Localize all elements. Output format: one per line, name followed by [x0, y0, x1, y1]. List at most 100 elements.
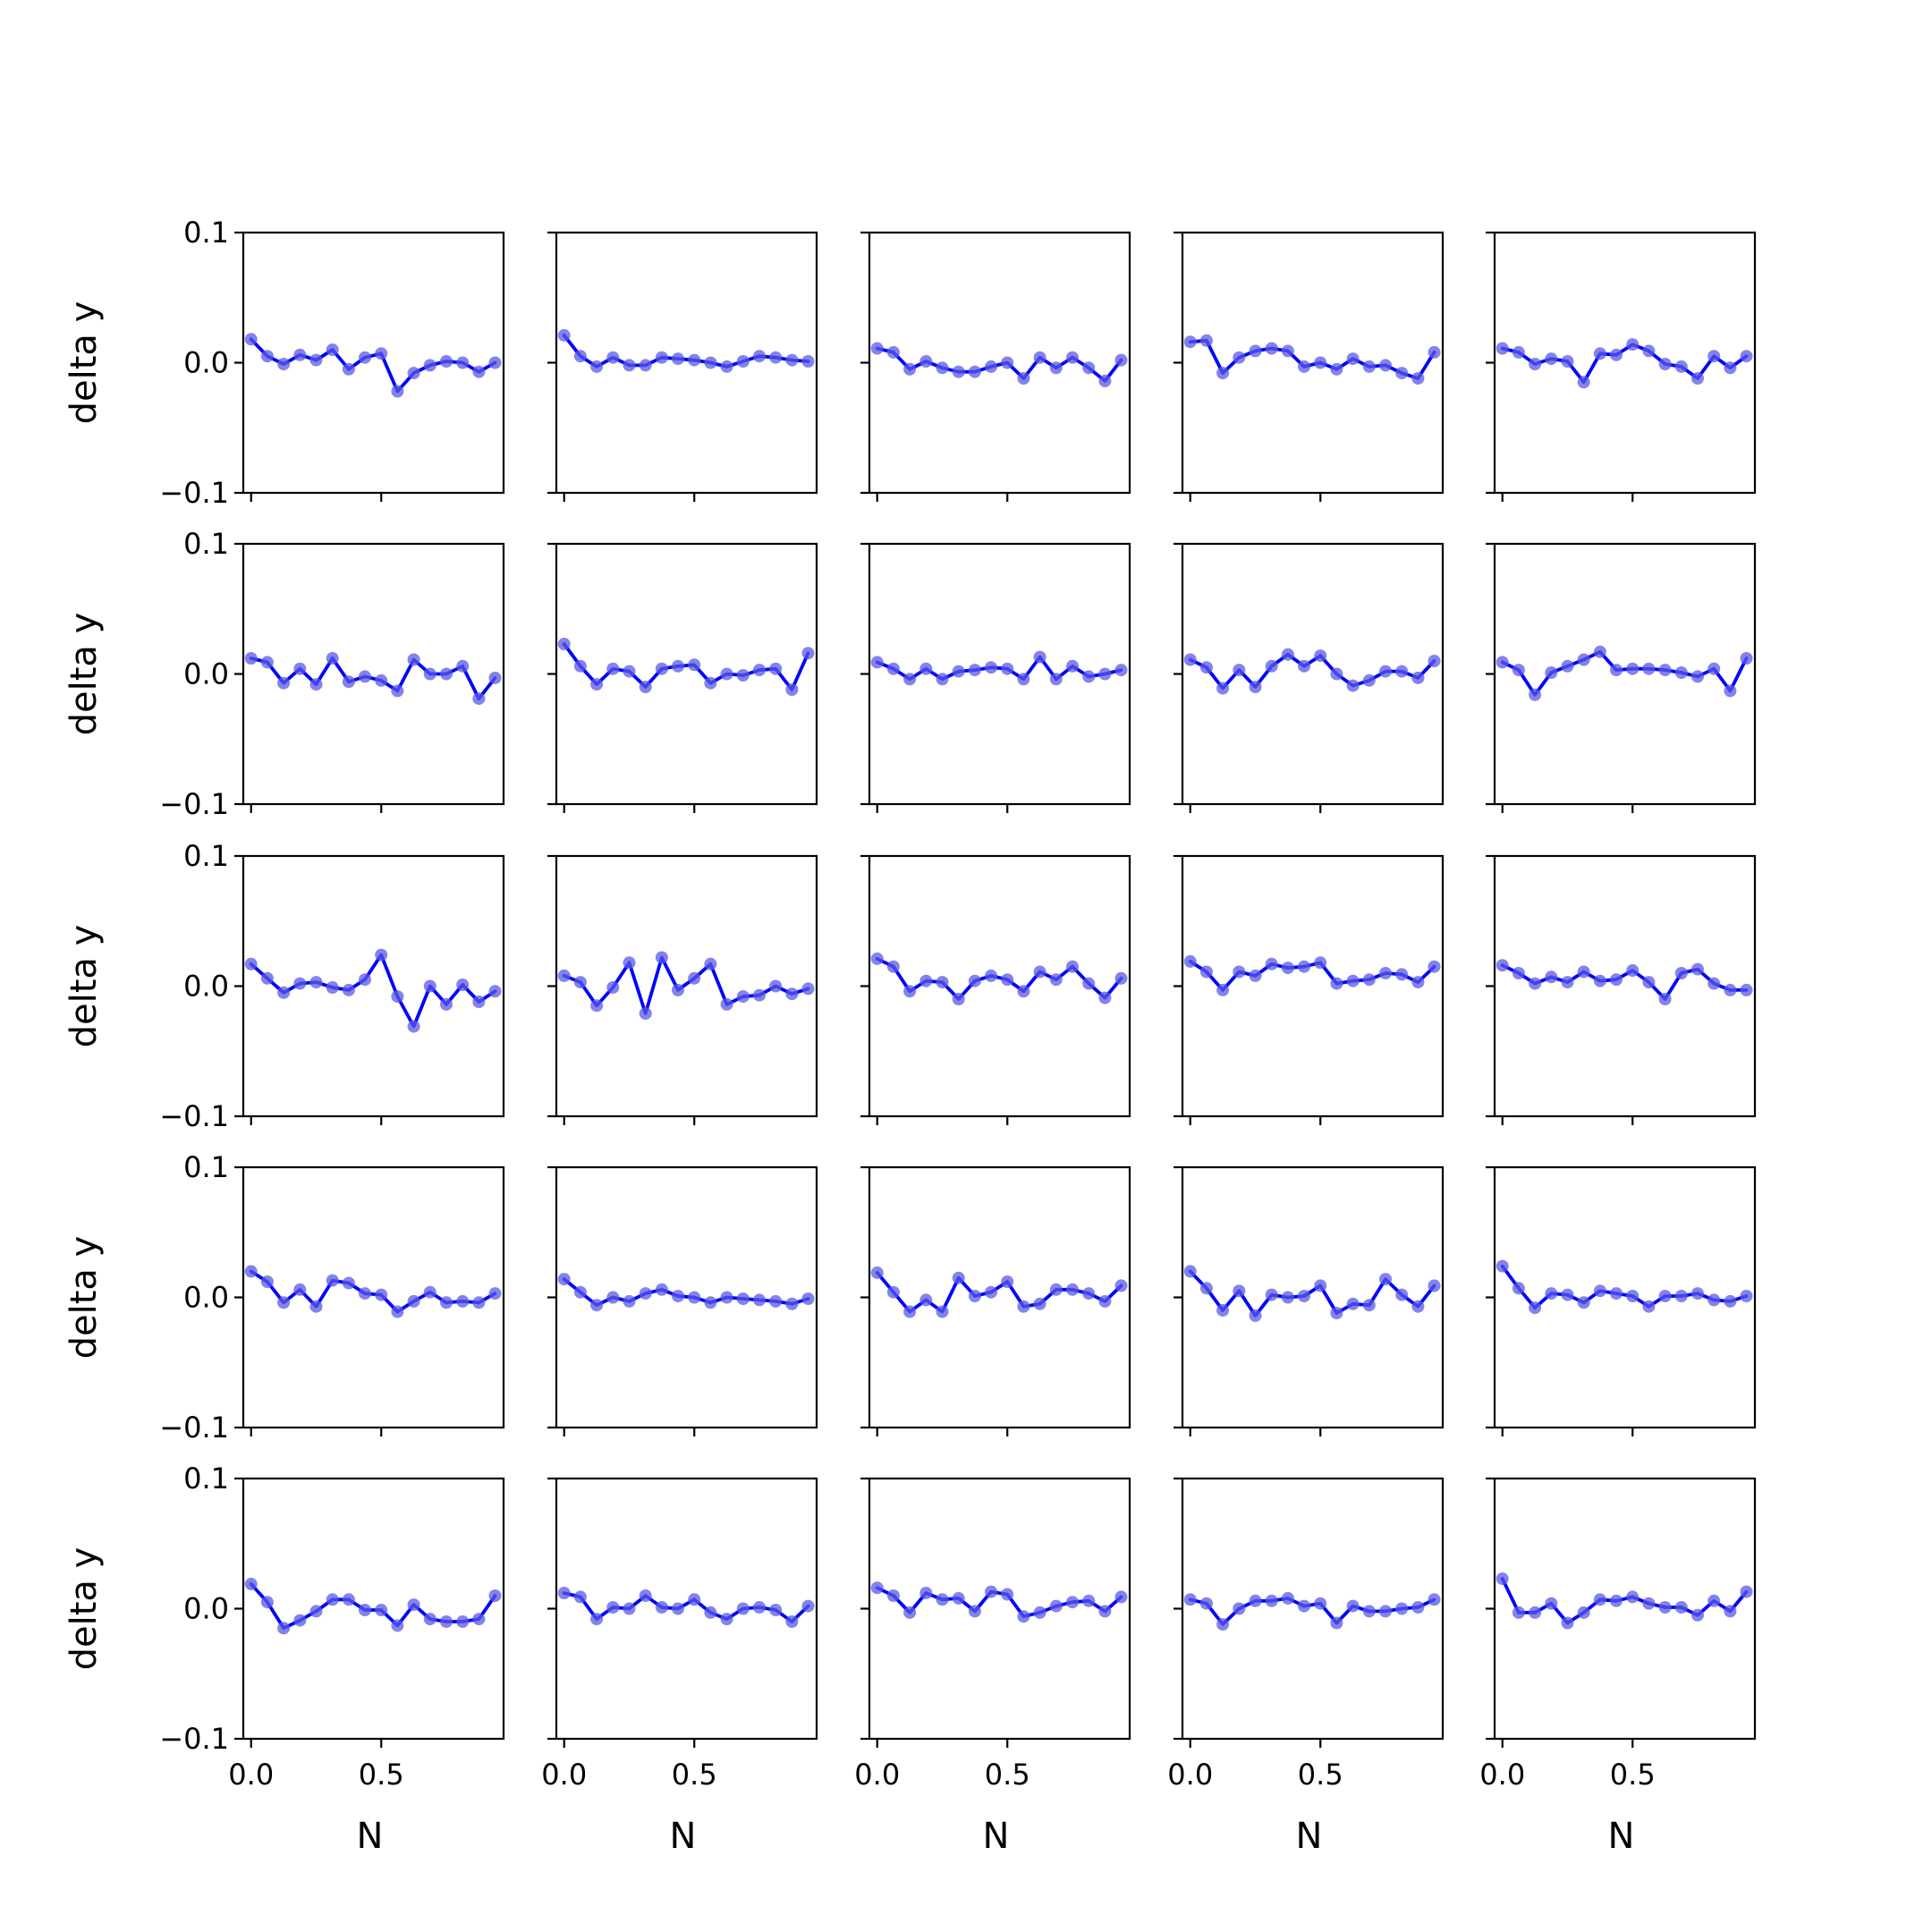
data-point: [1411, 1601, 1425, 1614]
panel-r2-c5: [1486, 542, 1757, 813]
y-axis-label: delta y: [64, 613, 105, 736]
data-point: [688, 1593, 701, 1606]
data-point: [277, 986, 291, 999]
series-line: [1500, 1577, 1749, 1625]
data-point: [260, 656, 274, 669]
data-point: [1082, 670, 1096, 683]
data-point: [688, 353, 701, 367]
data-point: [277, 676, 291, 690]
data-point: [1346, 352, 1360, 366]
data-point: [293, 977, 307, 990]
data-point: [573, 976, 587, 989]
data-point: [1362, 674, 1376, 687]
data-point: [606, 981, 620, 994]
data-point: [1707, 350, 1721, 363]
data-point: [573, 1285, 587, 1299]
x-tick-label: 0.5: [1610, 1758, 1656, 1792]
data-point: [293, 1614, 307, 1627]
data-point: [557, 1587, 571, 1599]
data-point: [1249, 344, 1262, 358]
data-point: [1049, 1283, 1063, 1296]
y-tick-label: 0.1: [183, 216, 229, 250]
data-point: [769, 351, 783, 364]
data-point: [1362, 1299, 1376, 1312]
data-point: [423, 359, 436, 372]
panel-r2-c2: [547, 542, 818, 813]
data-point: [919, 662, 933, 675]
data-point: [1395, 968, 1409, 981]
x-axis-label: N: [357, 1816, 384, 1857]
data-point: [1066, 1596, 1079, 1609]
data-point: [1658, 1601, 1672, 1614]
data-point: [573, 350, 587, 363]
panel-r5-c2: 0.0 0.5 N: [541, 1477, 818, 1857]
data-point: [1183, 954, 1197, 968]
data-point: [1512, 1606, 1525, 1619]
data-point: [1298, 960, 1310, 973]
x-tick-label: 0.5: [359, 1758, 404, 1792]
data-point: [623, 956, 636, 970]
data-point: [606, 662, 620, 675]
data-point: [903, 673, 917, 686]
data-point: [985, 661, 997, 674]
data-point: [472, 365, 486, 378]
series-line: [1188, 652, 1436, 691]
data-point: [606, 351, 620, 364]
data-point: [1330, 362, 1343, 376]
data-point: [785, 683, 799, 696]
data-point: [391, 385, 404, 398]
data-point: [1707, 662, 1721, 675]
data-point: [1362, 973, 1376, 987]
data-point: [655, 351, 668, 364]
series-line: [562, 1591, 810, 1623]
series-line: [249, 1582, 497, 1631]
data-point: [1411, 372, 1425, 385]
data-point: [736, 355, 750, 368]
data-point: [623, 1602, 636, 1615]
y-tick-label: 0.1: [183, 1150, 229, 1184]
data-point: [277, 1296, 291, 1309]
data-point: [952, 993, 965, 1005]
y-tick-label: −0.1: [159, 1099, 229, 1133]
data-point: [968, 1290, 981, 1302]
data-point: [1428, 655, 1441, 667]
data-point: [1298, 1290, 1310, 1302]
data-point: [1298, 1599, 1310, 1613]
data-point: [870, 1266, 884, 1279]
data-point: [1233, 965, 1246, 979]
series-line: [1188, 338, 1436, 380]
data-point: [1066, 659, 1079, 673]
data-point: [919, 1293, 933, 1307]
data-point: [244, 1577, 258, 1590]
data-point: [1066, 351, 1079, 364]
data-point: [655, 951, 668, 964]
series-line: [875, 346, 1123, 383]
data-point: [1724, 361, 1737, 375]
panel-r1-c1: 0.1 0.0 −0.1 delta y: [64, 216, 505, 510]
data-point: [1395, 1602, 1409, 1615]
y-tick-label: −0.1: [159, 1722, 229, 1756]
data-point: [1577, 965, 1590, 979]
data-point: [488, 1589, 502, 1602]
panel-r3-c5: [1486, 854, 1757, 1125]
data-point: [1216, 983, 1230, 996]
data-point: [1114, 971, 1128, 985]
data-point: [655, 662, 668, 675]
data-point: [573, 1590, 587, 1604]
data-point: [1691, 962, 1704, 976]
data-point: [801, 1599, 815, 1613]
data-point: [1049, 361, 1063, 375]
data-point: [1691, 372, 1704, 385]
data-point: [801, 1292, 815, 1305]
data-point: [968, 974, 981, 987]
data-point: [456, 1294, 470, 1308]
data-point: [1233, 1284, 1246, 1298]
data-point: [1561, 976, 1574, 989]
data-point: [936, 361, 949, 375]
data-point: [985, 360, 997, 373]
data-point: [260, 350, 274, 363]
data-point: [704, 356, 717, 369]
data-point: [1346, 1599, 1360, 1613]
panel-r3-c4: [1174, 854, 1445, 1125]
data-point: [1298, 360, 1310, 373]
